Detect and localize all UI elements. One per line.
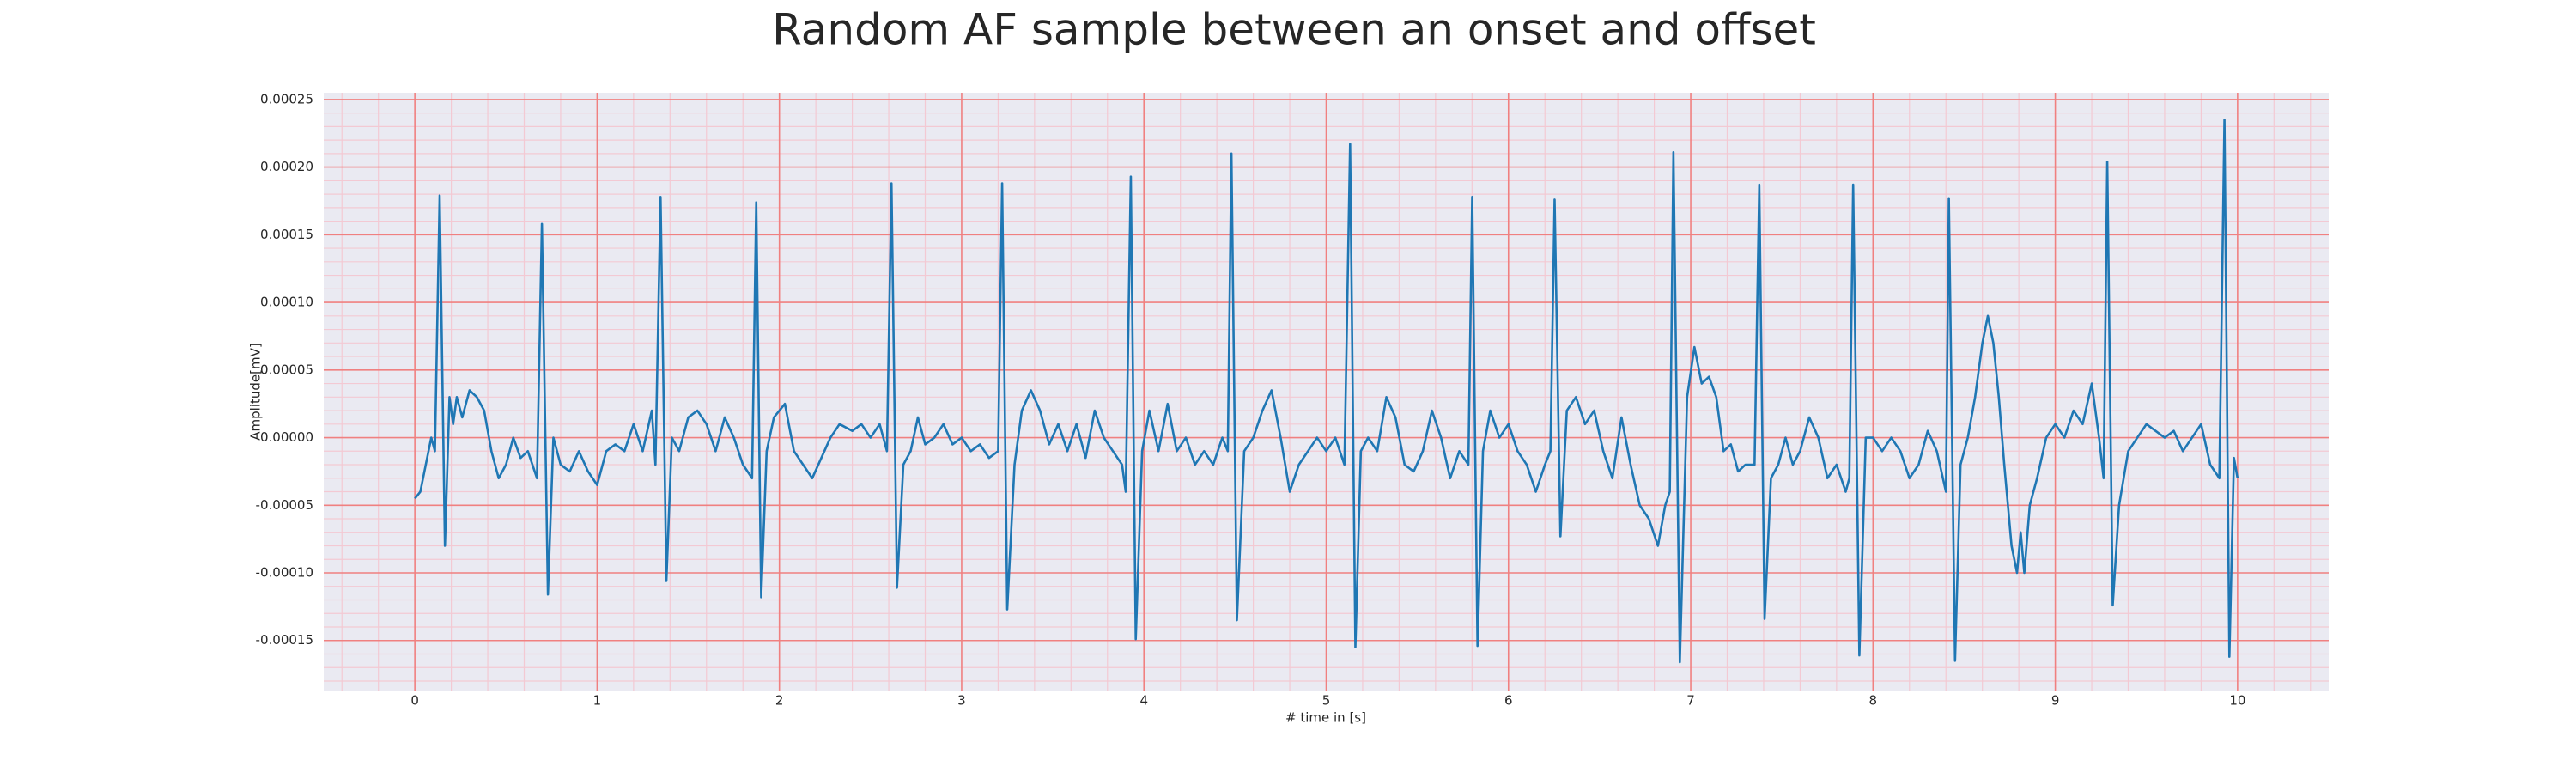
x-tick-label: 4 — [1139, 693, 1148, 709]
labels: 0 1 2 3 4 5 6 7 8 9 10 -0.00015 -0.00010 -0.00005 0.00… — [256, 91, 2246, 708]
x-tick-label: 3 — [957, 693, 966, 709]
y-tick-label: 0.00000 — [260, 429, 313, 445]
y-tick-label: 0.00025 — [260, 91, 313, 107]
y-tick-label: 0.00020 — [260, 159, 313, 174]
marks — [414, 119, 2239, 664]
x-tick-label: 10 — [2229, 693, 2245, 709]
x-tick-label: 9 — [2051, 693, 2060, 709]
x-tick-label: 7 — [1686, 693, 1695, 709]
x-axis-label: # time in [s] — [1285, 710, 1366, 726]
y-tick-label: -0.00010 — [256, 565, 313, 581]
y-tick-label: 0.00005 — [260, 362, 313, 377]
x-tick-label: 8 — [1869, 693, 1878, 709]
x-tick-label: 5 — [1322, 693, 1331, 709]
x-tick-label: 0 — [410, 693, 419, 709]
y-tick-label: -0.00015 — [256, 632, 313, 648]
chart-title: Random AF sample between an onset and of… — [772, 5, 1816, 55]
y-tick-label: 0.00010 — [260, 295, 313, 310]
y-axis-label: Amplitude[mV] — [248, 343, 264, 440]
x-tick-label: 2 — [775, 693, 784, 709]
y-tick-label: -0.00005 — [256, 497, 313, 513]
x-tick-label: 1 — [593, 693, 602, 709]
y-tick-label: 0.00015 — [260, 227, 313, 242]
line — [414, 119, 2239, 664]
x-tick-label: 6 — [1504, 693, 1513, 709]
